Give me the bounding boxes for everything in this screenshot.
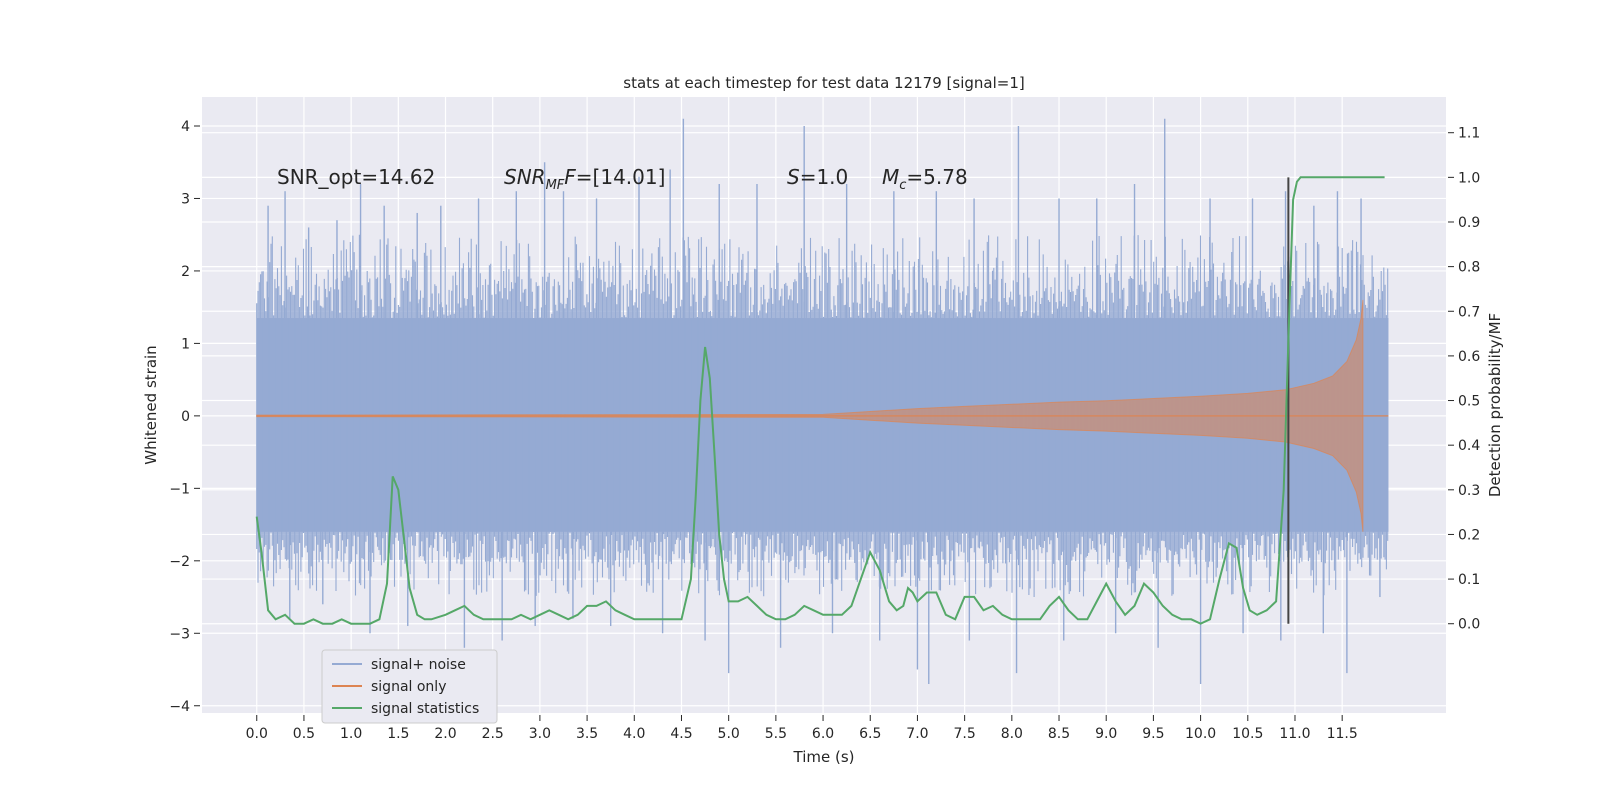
x-tick-label: 9.0	[1095, 726, 1117, 742]
y-axis-ticks: 4 3 2 1 0 −1 −2 −3 −4	[169, 119, 200, 715]
x-tick-label: 11.5	[1327, 726, 1358, 742]
chart-title: stats at each timestep for test data 121…	[623, 74, 1024, 92]
x-tick-label: 7.0	[906, 726, 928, 742]
x-tick-label: 3.5	[576, 726, 598, 742]
y-right-tick-label: 0.1	[1458, 572, 1480, 588]
x-tick-label: 10.5	[1232, 726, 1263, 742]
legend-label-stats: signal statistics	[371, 701, 479, 717]
x-tick-label: 2.5	[482, 726, 504, 742]
y-tick-label: −3	[169, 626, 190, 642]
snr-mf-value: =[14.01]	[576, 165, 666, 189]
x-tick-label: 1.5	[387, 726, 409, 742]
x-tick-label: 10.0	[1185, 726, 1216, 742]
y-tick-label: 1	[181, 336, 190, 352]
y-right-tick-label: 0.6	[1458, 349, 1480, 365]
y-right-tick-label: 0.7	[1458, 304, 1480, 320]
x-tick-label: 5.5	[765, 726, 787, 742]
x-axis-ticks: 0.0 0.5 1.0 1.5 2.0 2.5 3.0 3.5 4.0 4.5 5.0 5.5 6.0 6…	[246, 715, 1358, 742]
x-tick-label: 6.5	[859, 726, 881, 742]
x-tick-label: 4.0	[623, 726, 645, 742]
x-tick-label: 8.0	[1001, 726, 1023, 742]
stats-series	[255, 176, 1385, 625]
annotation-snr-mf: SNRMFF=[14.01]	[504, 165, 665, 193]
y-right-tick-label: 0.5	[1458, 394, 1480, 410]
y-right-tick-label: 1.1	[1458, 126, 1480, 142]
s-value: =1.0	[800, 165, 849, 189]
snr-mf-suffix: F	[564, 165, 576, 189]
y-right-tick-label: 0.2	[1458, 527, 1480, 543]
x-tick-label: 0.0	[246, 726, 268, 742]
x-tick-label: 0.5	[293, 726, 315, 742]
annotation-s: S=1.0	[787, 165, 848, 189]
snr-mf-variable: SNR	[504, 165, 546, 189]
y-tick-label: 2	[181, 264, 190, 280]
x-tick-label: 2.0	[434, 726, 456, 742]
mc-subscript: c	[899, 178, 906, 193]
x-tick-label: 11.0	[1279, 726, 1310, 742]
x-tick-label: 8.5	[1048, 726, 1070, 742]
x-tick-label: 5.0	[718, 726, 740, 742]
x-axis-label: Time (s)	[793, 748, 855, 766]
x-tick-label: 6.0	[812, 726, 834, 742]
signal-series	[256, 299, 1389, 532]
y-right-tick-label: 0.3	[1458, 483, 1480, 499]
y-tick-label: 4	[181, 119, 190, 135]
legend-label-signal: signal only	[371, 679, 446, 695]
x-tick-label: 3.0	[529, 726, 551, 742]
x-tick-label: 4.5	[670, 726, 692, 742]
x-tick-label: 7.5	[954, 726, 976, 742]
y-right-tick-label: 0.4	[1458, 438, 1480, 454]
legend-label-noise: signal+ noise	[371, 657, 466, 673]
y-axis-label: Whitened strain	[142, 345, 160, 464]
annotation-snr-opt: SNR_opt=14.62	[277, 165, 435, 189]
y-tick-label: 0	[181, 409, 190, 425]
y-right-tick-label: 0.0	[1458, 617, 1480, 633]
mc-variable: M	[882, 165, 899, 189]
annotation-mc: Mc=5.78	[882, 165, 968, 193]
y-tick-label: −2	[169, 554, 190, 570]
y-right-tick-label: 0.9	[1458, 215, 1480, 231]
y-right-axis-label: Detection probability/MF	[1486, 313, 1504, 497]
snr-mf-subscript: MF	[546, 178, 565, 193]
y-right-axis-ticks: 1.1 1.0 0.9 0.8 0.7 0.6 0.5 0.4 0.3 0.2 0.1 0.0	[1448, 126, 1480, 633]
s-variable: S	[787, 165, 800, 189]
x-tick-label: 9.5	[1142, 726, 1164, 742]
y-tick-label: 3	[181, 191, 190, 207]
stats-line	[255, 176, 1385, 625]
y-tick-label: −4	[169, 699, 190, 715]
x-tick-label: 1.0	[340, 726, 362, 742]
y-tick-label: −1	[169, 481, 190, 497]
legend: signal+ noise signal only signal statist…	[321, 649, 498, 724]
y-right-tick-label: 0.8	[1458, 260, 1480, 276]
y-right-tick-label: 1.0	[1458, 170, 1480, 186]
mc-value: =5.78	[906, 165, 967, 189]
legend-box	[321, 649, 498, 724]
